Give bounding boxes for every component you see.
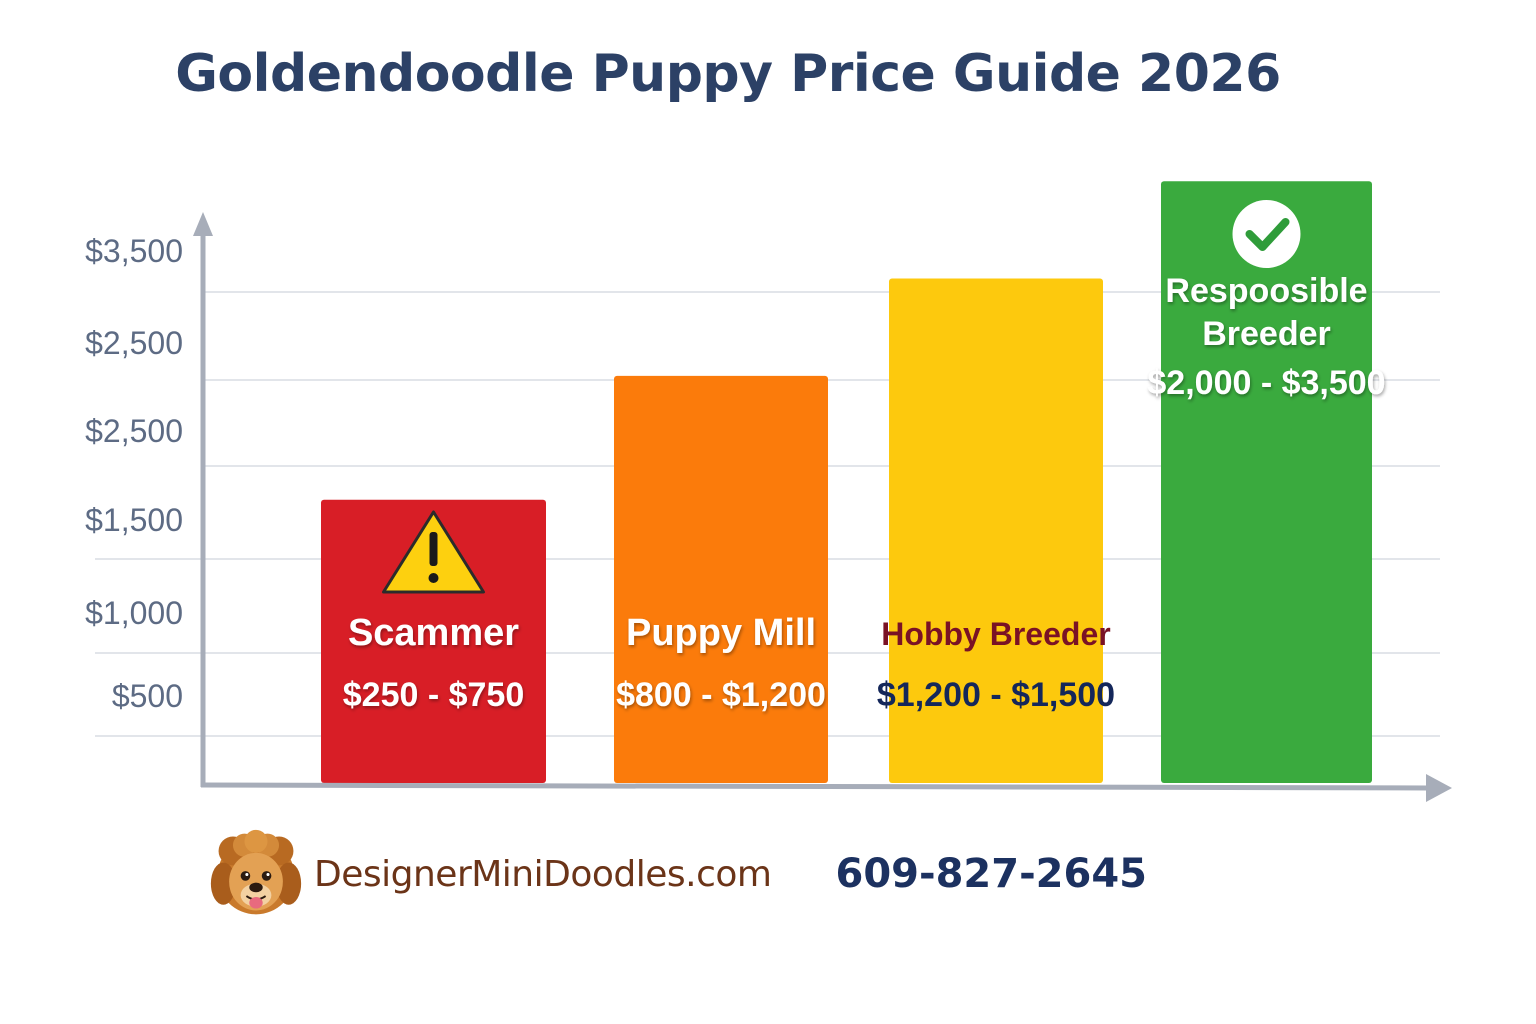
- x-axis: [200, 782, 1429, 791]
- chart-title: Goldendoodle Puppy Price Guide 2026: [175, 44, 1281, 104]
- y-tick-label: $500: [112, 678, 183, 714]
- x-axis-arrow-icon: [1426, 774, 1452, 802]
- bar-group: Puppy Mill $800 - $1,200: [614, 375, 828, 783]
- bar-price-range: $1,200 - $1,500: [877, 676, 1115, 714]
- bar: [889, 278, 1103, 783]
- bar-price-range: $800 - $1,200: [616, 676, 826, 714]
- site-name[interactable]: DesignerMiniDoodles.com: [314, 853, 772, 895]
- bar: [614, 375, 828, 783]
- bar-price-range: $250 - $750: [343, 676, 525, 714]
- phone-number[interactable]: 609-827-2645: [835, 851, 1148, 897]
- bar-label: Breeder: [1202, 315, 1331, 353]
- y-tick-label: $1,000: [85, 595, 183, 631]
- dog-face-icon: [210, 829, 302, 915]
- y-tick-label: $3,500: [85, 233, 183, 269]
- bar-label: Hobby Breeder: [881, 616, 1110, 652]
- warning-icon: [382, 510, 485, 594]
- bar-label: Puppy Mill: [626, 612, 816, 654]
- bar-label: Respoosible: [1165, 272, 1367, 310]
- y-tick-label: $2,500: [85, 325, 183, 361]
- bar-price-range: $2,000 - $3,500: [1147, 364, 1385, 402]
- y-axis-arrow-icon: [193, 212, 213, 236]
- bar: [1161, 181, 1372, 783]
- bar-group: Respoosible Breeder $2,000 - $3,500: [1147, 181, 1386, 783]
- y-tick-label: $1,500: [85, 502, 183, 538]
- footer: DesignerMiniDoodles.com 609-827-2645: [208, 826, 1147, 922]
- bar-label: Scammer: [348, 612, 519, 654]
- bar-group: Scammer $250 - $750: [321, 499, 546, 783]
- y-tick-label: $2,500: [85, 413, 183, 449]
- bar-group: Hobby Breeder $1,200 - $1,500: [877, 278, 1115, 783]
- bar: [321, 499, 546, 783]
- check-circle-icon: [1232, 200, 1301, 268]
